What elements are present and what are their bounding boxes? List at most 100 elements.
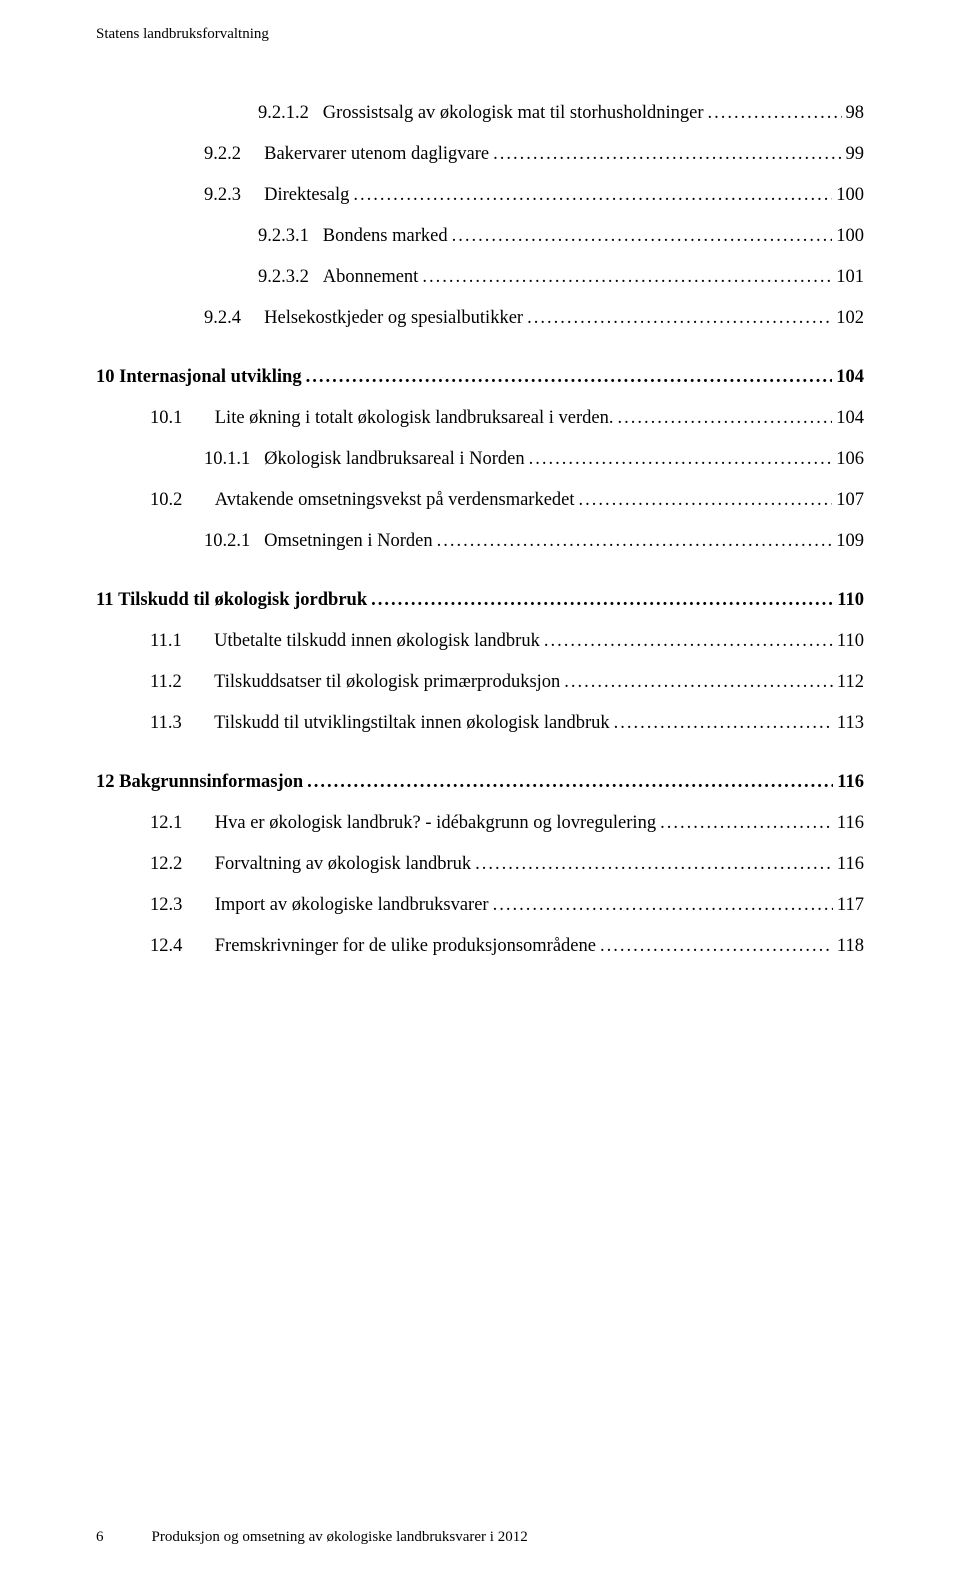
toc-entry-number: 9.2.3.2 xyxy=(258,267,323,288)
toc-leader-dots xyxy=(418,267,832,288)
toc-entry: 11.2 Tilskuddsatser til økologisk primær… xyxy=(96,672,864,693)
toc-entry-number: 10.2.1 xyxy=(204,531,264,552)
toc-entry-page: 106 xyxy=(832,449,864,470)
toc-entry-title: Tilskudd til utviklingstiltak innen økol… xyxy=(214,713,610,734)
toc-entry-title: Omsetningen i Norden xyxy=(264,531,433,552)
toc-entry-title: Lite økning i totalt økologisk landbruks… xyxy=(215,408,614,429)
toc-entry-title: Grossistsalg av økologisk mat til storhu… xyxy=(323,103,704,124)
toc-entry-page: 101 xyxy=(832,267,864,288)
toc-entry-page: 104 xyxy=(832,367,864,388)
toc-leader-dots xyxy=(367,590,833,611)
toc-entry-title: Avtakende omsetningsvekst på verdensmark… xyxy=(215,490,575,511)
toc-leader-dots xyxy=(704,103,842,124)
toc-entry: 10.2.1 Omsetningen i Norden 109 xyxy=(96,531,864,552)
toc-entry-number: 11.1 xyxy=(150,631,214,652)
toc-entry-title: Internasjonal utvikling xyxy=(119,367,301,388)
toc-entry: 12.2 Forvaltning av økologisk landbruk 11… xyxy=(96,854,864,875)
toc-entry-page: 117 xyxy=(833,895,864,916)
toc-entry: 11.1 Utbetalte tilskudd innen økologisk … xyxy=(96,631,864,652)
toc-entry: 12.4 Fremskrivninger for de ulike produk… xyxy=(96,936,864,957)
toc-entry-title: Abonnement xyxy=(323,267,419,288)
toc-entry-number: 12.2 xyxy=(150,854,215,875)
toc-entry: 9.2.2 Bakervarer utenom dagligvare 99 xyxy=(96,144,864,165)
toc-leader-dots xyxy=(575,490,833,511)
toc-entry-title: Bondens marked xyxy=(323,226,448,247)
toc-entry: 9.2.4 Helsekostkjeder og spesialbutikker… xyxy=(96,308,864,329)
toc-entry: 12.1 Hva er økologisk landbruk? - idébak… xyxy=(96,813,864,834)
toc-leader-dots xyxy=(560,672,833,693)
running-header: Statens landbruksforvaltning xyxy=(96,26,864,43)
toc-leader-dots xyxy=(610,713,833,734)
toc-leader-dots xyxy=(596,936,833,957)
toc-entry: 11 Tilskudd til økologisk jordbruk 110 xyxy=(96,590,864,611)
page-footer: 6 Produksjon og omsetning av økologiske … xyxy=(96,1529,528,1546)
toc-entry-title: Tilskuddsatser til økologisk primærprodu… xyxy=(214,672,560,693)
toc-entry-title: Tilskudd til økologisk jordbruk xyxy=(118,590,367,611)
toc-entry-number: 9.2.1.2 xyxy=(258,103,323,124)
toc-entry: 11.3 Tilskudd til utviklingstiltak innen… xyxy=(96,713,864,734)
toc-entry-title: Bakgrunnsinformasjon xyxy=(119,772,303,793)
toc-entry-page: 98 xyxy=(842,103,865,124)
toc-entry: 9.2.1.2 Grossistsalg av økologisk mat ti… xyxy=(96,103,864,124)
toc-entry-page: 118 xyxy=(833,936,864,957)
toc-entry: 12 Bakgrunnsinformasjon 116 xyxy=(96,772,864,793)
toc-entry-title: Fremskrivninger for de ulike produksjons… xyxy=(215,936,596,957)
toc-leader-dots xyxy=(613,408,832,429)
toc-entry-page: 100 xyxy=(832,185,864,206)
toc-entry: 10.1 Lite økning i totalt økologisk land… xyxy=(96,408,864,429)
toc-entry-number: 11.2 xyxy=(150,672,214,693)
toc-entry-page: 102 xyxy=(832,308,864,329)
toc-leader-dots xyxy=(489,895,833,916)
toc-entry-number: 12.3 xyxy=(150,895,215,916)
toc-entry-page: 112 xyxy=(833,672,864,693)
toc-entry-title: Utbetalte tilskudd innen økologisk landb… xyxy=(214,631,540,652)
toc-leader-dots xyxy=(471,854,833,875)
toc-entry-page: 116 xyxy=(833,772,864,793)
toc-entry-number: 9.2.2 xyxy=(204,144,264,165)
toc-leader-dots xyxy=(656,813,833,834)
footer-text: Produksjon og omsetning av økologiske la… xyxy=(152,1529,528,1546)
toc-entry-page: 99 xyxy=(842,144,865,165)
toc-entry-title: Hva er økologisk landbruk? - idébakgrunn… xyxy=(215,813,656,834)
toc-leader-dots xyxy=(448,226,833,247)
toc-entry-title: Bakervarer utenom dagligvare xyxy=(264,144,489,165)
toc-entry-title: Økologisk landbruksareal i Norden xyxy=(264,449,524,470)
toc-entry-title: Direktesalg xyxy=(264,185,349,206)
toc-entry-number: 12 xyxy=(96,772,119,793)
toc-leader-dots xyxy=(525,449,833,470)
toc-entry-number: 10.1 xyxy=(150,408,215,429)
toc-entry-page: 113 xyxy=(833,713,864,734)
table-of-contents: 9.2.1.2 Grossistsalg av økologisk mat ti… xyxy=(96,103,864,957)
toc-entry-number: 10 xyxy=(96,367,119,388)
toc-entry-title: Forvaltning av økologisk landbruk xyxy=(215,854,471,875)
toc-entry: 12.3 Import av økologiske landbruksvarer… xyxy=(96,895,864,916)
toc-leader-dots xyxy=(349,185,832,206)
toc-entry-number: 11 xyxy=(96,590,118,611)
toc-entry: 10.1.1 Økologisk landbruksareal i Norden… xyxy=(96,449,864,470)
toc-entry-number: 10.2 xyxy=(150,490,215,511)
toc-entry-title: Import av økologiske landbruksvarer xyxy=(215,895,489,916)
footer-page-number: 6 xyxy=(96,1529,104,1546)
toc-entry-number: 9.2.3 xyxy=(204,185,264,206)
toc-entry-page: 116 xyxy=(833,813,864,834)
toc-entry-page: 100 xyxy=(832,226,864,247)
toc-leader-dots xyxy=(540,631,833,652)
toc-entry-number: 9.2.3.1 xyxy=(258,226,323,247)
toc-entry-title: Helsekostkjeder og spesialbutikker xyxy=(264,308,523,329)
toc-entry-page: 109 xyxy=(832,531,864,552)
toc-entry-number: 12.4 xyxy=(150,936,215,957)
toc-entry: 10 Internasjonal utvikling 104 xyxy=(96,367,864,388)
toc-leader-dots xyxy=(302,367,833,388)
toc-entry-page: 116 xyxy=(833,854,864,875)
toc-leader-dots xyxy=(489,144,841,165)
toc-entry-page: 110 xyxy=(833,590,864,611)
toc-entry-number: 11.3 xyxy=(150,713,214,734)
toc-leader-dots xyxy=(433,531,833,552)
toc-leader-dots xyxy=(523,308,832,329)
toc-entry-number: 10.1.1 xyxy=(204,449,264,470)
toc-entry: 9.2.3 Direktesalg 100 xyxy=(96,185,864,206)
toc-entry: 9.2.3.1 Bondens marked 100 xyxy=(96,226,864,247)
toc-entry: 10.2 Avtakende omsetningsvekst på verden… xyxy=(96,490,864,511)
toc-leader-dots xyxy=(303,772,833,793)
toc-entry-page: 107 xyxy=(832,490,864,511)
